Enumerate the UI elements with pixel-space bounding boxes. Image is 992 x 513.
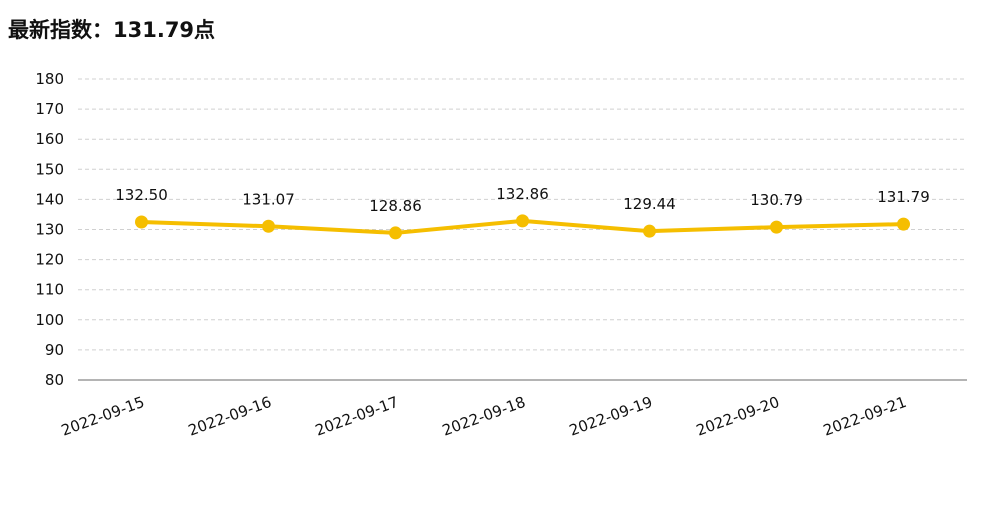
data-label: 128.86 (369, 197, 422, 215)
data-label: 131.07 (242, 190, 295, 208)
data-point (389, 226, 402, 240)
data-labels: 132.50 131.07 128.86 132.86 129.44 130.79 131.… (115, 185, 930, 215)
data-label: 132.50 (115, 186, 168, 204)
data-point (770, 220, 783, 234)
data-point (897, 217, 910, 231)
y-tick-label: 160 (35, 130, 64, 148)
data-point (643, 224, 656, 238)
y-tick-label: 80 (45, 371, 64, 389)
data-point (516, 214, 529, 228)
y-tick-label: 100 (35, 311, 64, 329)
data-point (262, 219, 275, 233)
y-tick-label: 150 (35, 160, 64, 178)
y-tick-label: 120 (35, 251, 64, 269)
x-tick-label: 2022-09-16 (186, 393, 274, 440)
y-tick-label: 140 (35, 190, 64, 208)
data-label: 131.79 (877, 188, 930, 206)
chart-title: 最新指数：131.79点 (8, 18, 216, 42)
y-tick-label: 110 (35, 281, 64, 299)
x-tick-labels: 2022-09-15 2022-09-16 2022-09-17 2022-09-18… (59, 393, 909, 440)
x-tick-label: 2022-09-18 (440, 393, 528, 440)
x-tick-label: 2022-09-17 (313, 393, 401, 440)
x-tick-label: 2022-09-21 (821, 393, 909, 440)
series-line (135, 214, 910, 240)
y-tick-label: 90 (45, 341, 64, 359)
y-tick-label: 130 (35, 221, 64, 239)
y-tick-label: 180 (35, 70, 64, 88)
x-tick-label: 2022-09-20 (694, 393, 782, 440)
data-point (135, 215, 148, 229)
y-tick-label: 170 (35, 100, 64, 118)
y-tick-labels: 80 90 100 110 120 130 140 150 160 170 180 (35, 70, 64, 389)
data-label: 132.86 (496, 185, 549, 203)
data-label: 130.79 (750, 191, 803, 209)
data-label: 129.44 (623, 195, 676, 213)
x-tick-label: 2022-09-19 (567, 393, 655, 440)
x-tick-label: 2022-09-15 (59, 393, 147, 440)
grid-lines (78, 78, 967, 351)
